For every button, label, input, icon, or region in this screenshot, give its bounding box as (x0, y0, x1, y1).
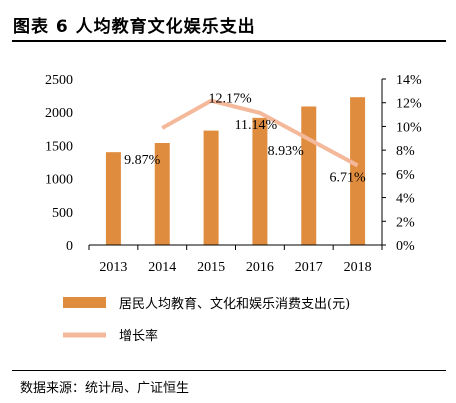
y-right-tick: 6% (396, 168, 415, 183)
y-left-tick: 1000 (45, 173, 73, 188)
y-right-tick: 12% (396, 97, 422, 112)
source-note: 数据来源：统计局、广证恒生 (20, 381, 190, 396)
y-right-tick: 4% (396, 192, 415, 207)
legend: 居民人均教育、文化和娱乐消费支出(元) 增长率 (63, 296, 350, 344)
growth-label-2014: 9.87% (124, 153, 161, 168)
y-right-tick: 2% (396, 215, 415, 230)
growth-label-2015: 12.17% (208, 92, 252, 107)
growth-line-series (161, 98, 359, 168)
legend-bar-swatch (63, 297, 106, 308)
growth-label-2017: 8.93% (268, 144, 305, 159)
chart-title: 图表 6 人均教育文化娱乐支出 (13, 17, 256, 37)
x-tick-label: 2018 (344, 260, 372, 275)
bar-2018 (350, 97, 366, 245)
bar-2016 (252, 117, 268, 245)
x-tick-label: 2013 (99, 260, 127, 275)
y-right-tick: 0% (396, 239, 415, 254)
x-tick-label: 2017 (295, 260, 323, 275)
source-rule (12, 370, 446, 371)
bar-2013 (105, 152, 121, 245)
y-right-tick: 10% (396, 120, 422, 135)
title-area: 图表 6 人均教育文化娱乐支出 (0, 0, 456, 44)
x-tick-label: 2015 (197, 260, 225, 275)
bar-series (105, 97, 366, 246)
bar-2014 (154, 143, 170, 245)
bar-2015 (203, 130, 219, 245)
y-left-tick: 1500 (45, 139, 73, 154)
axes: 0 500 1000 1500 2000 2500 0% 2% 4% 6% 8% 10% 12% 14% 2… (45, 73, 422, 275)
y-left-tick: 500 (52, 206, 73, 221)
data-labels: 9.87% 12.17% 11.14% 8.93% 6.71% (124, 92, 366, 186)
y-right-tick: 8% (396, 144, 415, 159)
y-left-tick: 0 (66, 239, 73, 254)
legend-line-label: 增长率 (119, 328, 158, 344)
growth-label-2016: 11.14% (235, 118, 278, 133)
title-rule (12, 40, 446, 42)
x-tick-label: 2016 (246, 260, 274, 275)
y-left-tick: 2500 (45, 73, 73, 88)
y-left-tick: 2000 (45, 106, 73, 121)
x-tick-label: 2014 (148, 260, 176, 275)
y-right-tick: 14% (396, 73, 422, 88)
legend-bar-label: 居民人均教育、文化和娱乐消费支出(元) (119, 296, 350, 312)
growth-label-2018: 6.71% (329, 170, 366, 185)
bar-2017 (301, 106, 317, 246)
